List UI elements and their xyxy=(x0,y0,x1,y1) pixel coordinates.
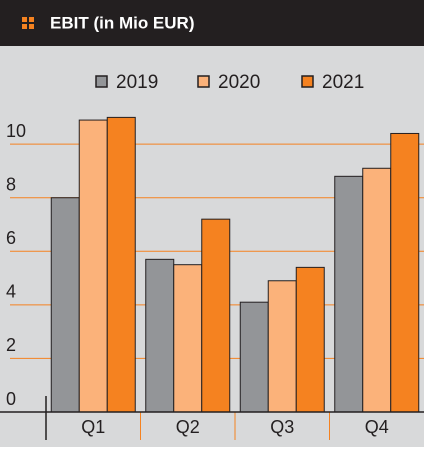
bar xyxy=(106,116,136,413)
x-tick-label: Q3 xyxy=(270,417,294,437)
bar xyxy=(390,132,420,413)
y-tick-label: 0 xyxy=(6,389,16,409)
x-tick-label: Q4 xyxy=(365,417,389,437)
chart-title: EBIT (in Mio EUR) xyxy=(50,13,194,32)
bar xyxy=(201,218,231,413)
y-tick-label: 8 xyxy=(6,174,16,194)
legend-label: 2020 xyxy=(218,72,260,93)
legend-swatch xyxy=(95,75,108,88)
y-tick-label: 10 xyxy=(6,121,26,141)
header-icon xyxy=(22,17,34,29)
legend-label: 2021 xyxy=(322,72,364,93)
bar xyxy=(145,258,175,413)
y-tick-label: 6 xyxy=(6,228,16,248)
legend-swatch xyxy=(301,75,314,88)
x-tick-label: Q1 xyxy=(81,417,105,437)
bar xyxy=(267,280,297,413)
bar xyxy=(295,266,325,413)
legend-swatch xyxy=(197,75,210,88)
x-tick-label: Q2 xyxy=(176,417,200,437)
bar xyxy=(78,119,108,413)
bar xyxy=(362,167,392,413)
bar xyxy=(173,264,203,413)
y-tick-label: 2 xyxy=(6,335,16,355)
bar xyxy=(239,301,269,413)
header-bar xyxy=(0,0,424,46)
y-tick-label: 4 xyxy=(6,282,16,302)
bar xyxy=(334,175,364,413)
legend-label: 2019 xyxy=(116,72,158,93)
bar xyxy=(50,197,80,413)
